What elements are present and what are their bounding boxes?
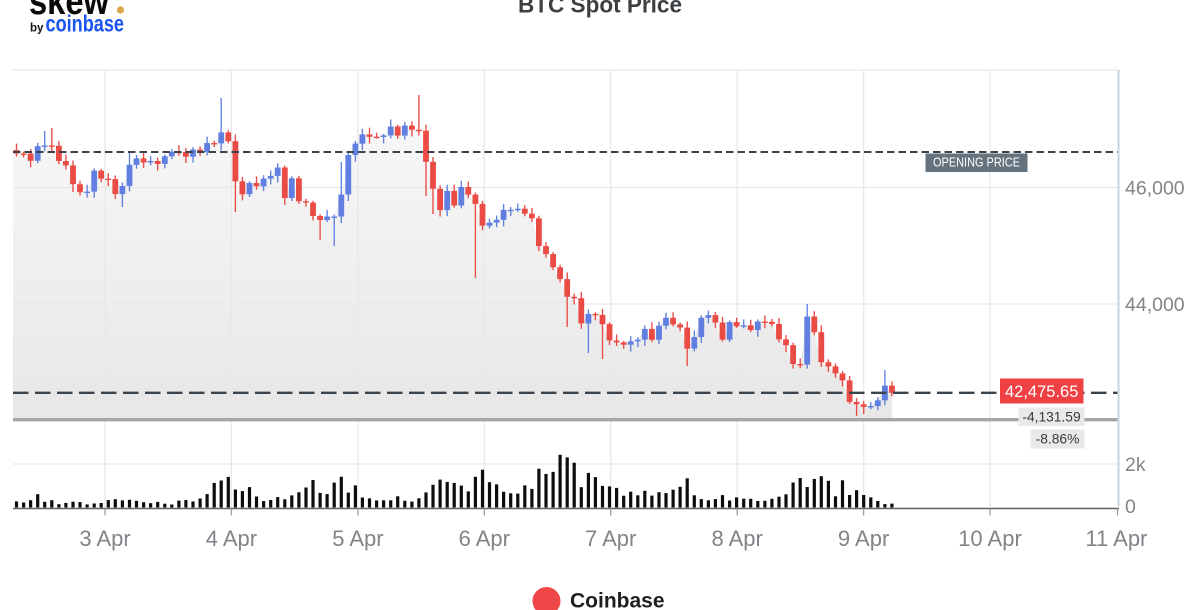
svg-text:5 Apr: 5 Apr bbox=[332, 526, 383, 551]
svg-text:8 Apr: 8 Apr bbox=[712, 526, 763, 551]
svg-text:44,000: 44,000 bbox=[1125, 294, 1185, 316]
svg-text:6 Apr: 6 Apr bbox=[459, 526, 510, 551]
svg-text:4 Apr: 4 Apr bbox=[206, 526, 257, 551]
svg-text:46,000: 46,000 bbox=[1125, 178, 1185, 200]
svg-text:10 Apr: 10 Apr bbox=[958, 526, 1022, 551]
svg-text:by: by bbox=[30, 23, 44, 35]
svg-text:0: 0 bbox=[1125, 496, 1136, 518]
svg-text:OPENING PRICE: OPENING PRICE bbox=[933, 156, 1020, 170]
svg-text:11 Apr: 11 Apr bbox=[1085, 526, 1147, 551]
svg-text:-4,131.59: -4,131.59 bbox=[1022, 409, 1081, 424]
svg-text:3 Apr: 3 Apr bbox=[79, 526, 130, 551]
svg-text:BTC Spot Price: BTC Spot Price bbox=[518, 0, 682, 18]
svg-text:7 Apr: 7 Apr bbox=[585, 526, 636, 551]
svg-text:42,475.65: 42,475.65 bbox=[1005, 383, 1078, 401]
svg-text:Coinbase: Coinbase bbox=[570, 590, 665, 610]
svg-text:coinbase: coinbase bbox=[46, 11, 125, 37]
svg-text:9 Apr: 9 Apr bbox=[838, 526, 889, 551]
svg-text:-8.86%: -8.86% bbox=[1036, 432, 1080, 447]
svg-text:2k: 2k bbox=[1125, 454, 1146, 476]
svg-text:skew: skew bbox=[29, 0, 109, 23]
